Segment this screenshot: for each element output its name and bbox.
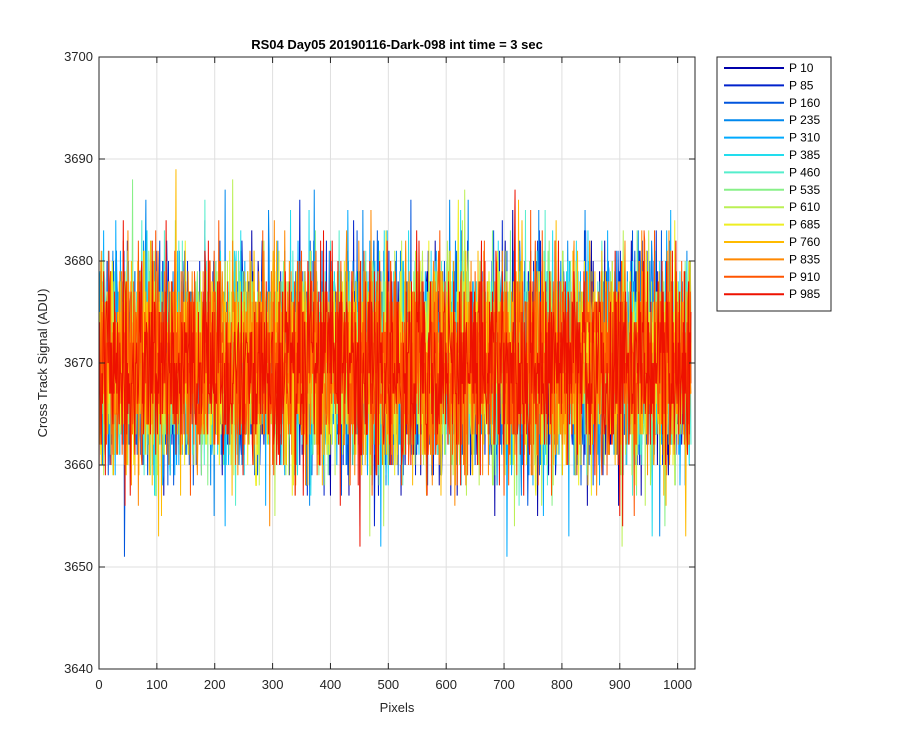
series-lines <box>99 169 692 557</box>
legend-label: P 310 <box>789 131 820 145</box>
x-tick-label: 400 <box>320 677 342 692</box>
y-axis-ticks: 3640 3650 3660 3670 3680 3690 3700 <box>64 49 695 676</box>
x-axis-ticks: 0 100 200 300 400 500 600 700 800 900 1000 <box>95 57 692 692</box>
x-tick-label: 0 <box>95 677 102 692</box>
legend-label: P 685 <box>789 218 820 232</box>
legend-label: P 910 <box>789 270 820 284</box>
y-tick-label: 3700 <box>64 49 93 64</box>
x-tick-label: 100 <box>146 677 168 692</box>
series-line-p-985 <box>99 189 692 547</box>
legend-label: P 760 <box>789 235 820 249</box>
y-axis-label: Cross Track Signal (ADU) <box>35 289 50 438</box>
y-tick-label: 3680 <box>64 253 93 268</box>
legend-label: P 535 <box>789 183 820 197</box>
legend-label: P 160 <box>789 96 820 110</box>
legend-label: P 10 <box>789 61 814 75</box>
x-tick-label: 200 <box>204 677 226 692</box>
legend-label: P 610 <box>789 200 820 214</box>
legend-box <box>716 56 832 312</box>
legend-label: P 385 <box>789 148 820 162</box>
x-tick-label: 700 <box>493 677 515 692</box>
legend-label: P 985 <box>789 287 820 301</box>
x-tick-label: 300 <box>262 677 284 692</box>
y-tick-label: 3660 <box>64 457 93 472</box>
y-tick-label: 3670 <box>64 355 93 370</box>
y-tick-label: 3690 <box>64 151 93 166</box>
legend-label: P 235 <box>789 113 820 127</box>
series-line-p-910 <box>99 209 692 517</box>
x-tick-label: 800 <box>551 677 573 692</box>
x-tick-label: 900 <box>609 677 631 692</box>
chart-title: RS04 Day05 20190116-Dark-098 int time = … <box>251 37 543 52</box>
legend-label: P 460 <box>789 165 820 179</box>
legend-label: P 85 <box>789 78 814 92</box>
y-tick-label: 3650 <box>64 559 93 574</box>
legend: P 10 P 85 P 160 P 235 P 310 P 385 P 460 P 535 P … <box>716 56 832 312</box>
x-tick-label: 500 <box>377 677 399 692</box>
legend-label: P 835 <box>789 252 820 266</box>
x-tick-label: 1000 <box>663 677 692 692</box>
x-tick-label: 600 <box>435 677 457 692</box>
y-tick-label: 3640 <box>64 661 93 676</box>
x-axis-label: Pixels <box>380 700 415 715</box>
